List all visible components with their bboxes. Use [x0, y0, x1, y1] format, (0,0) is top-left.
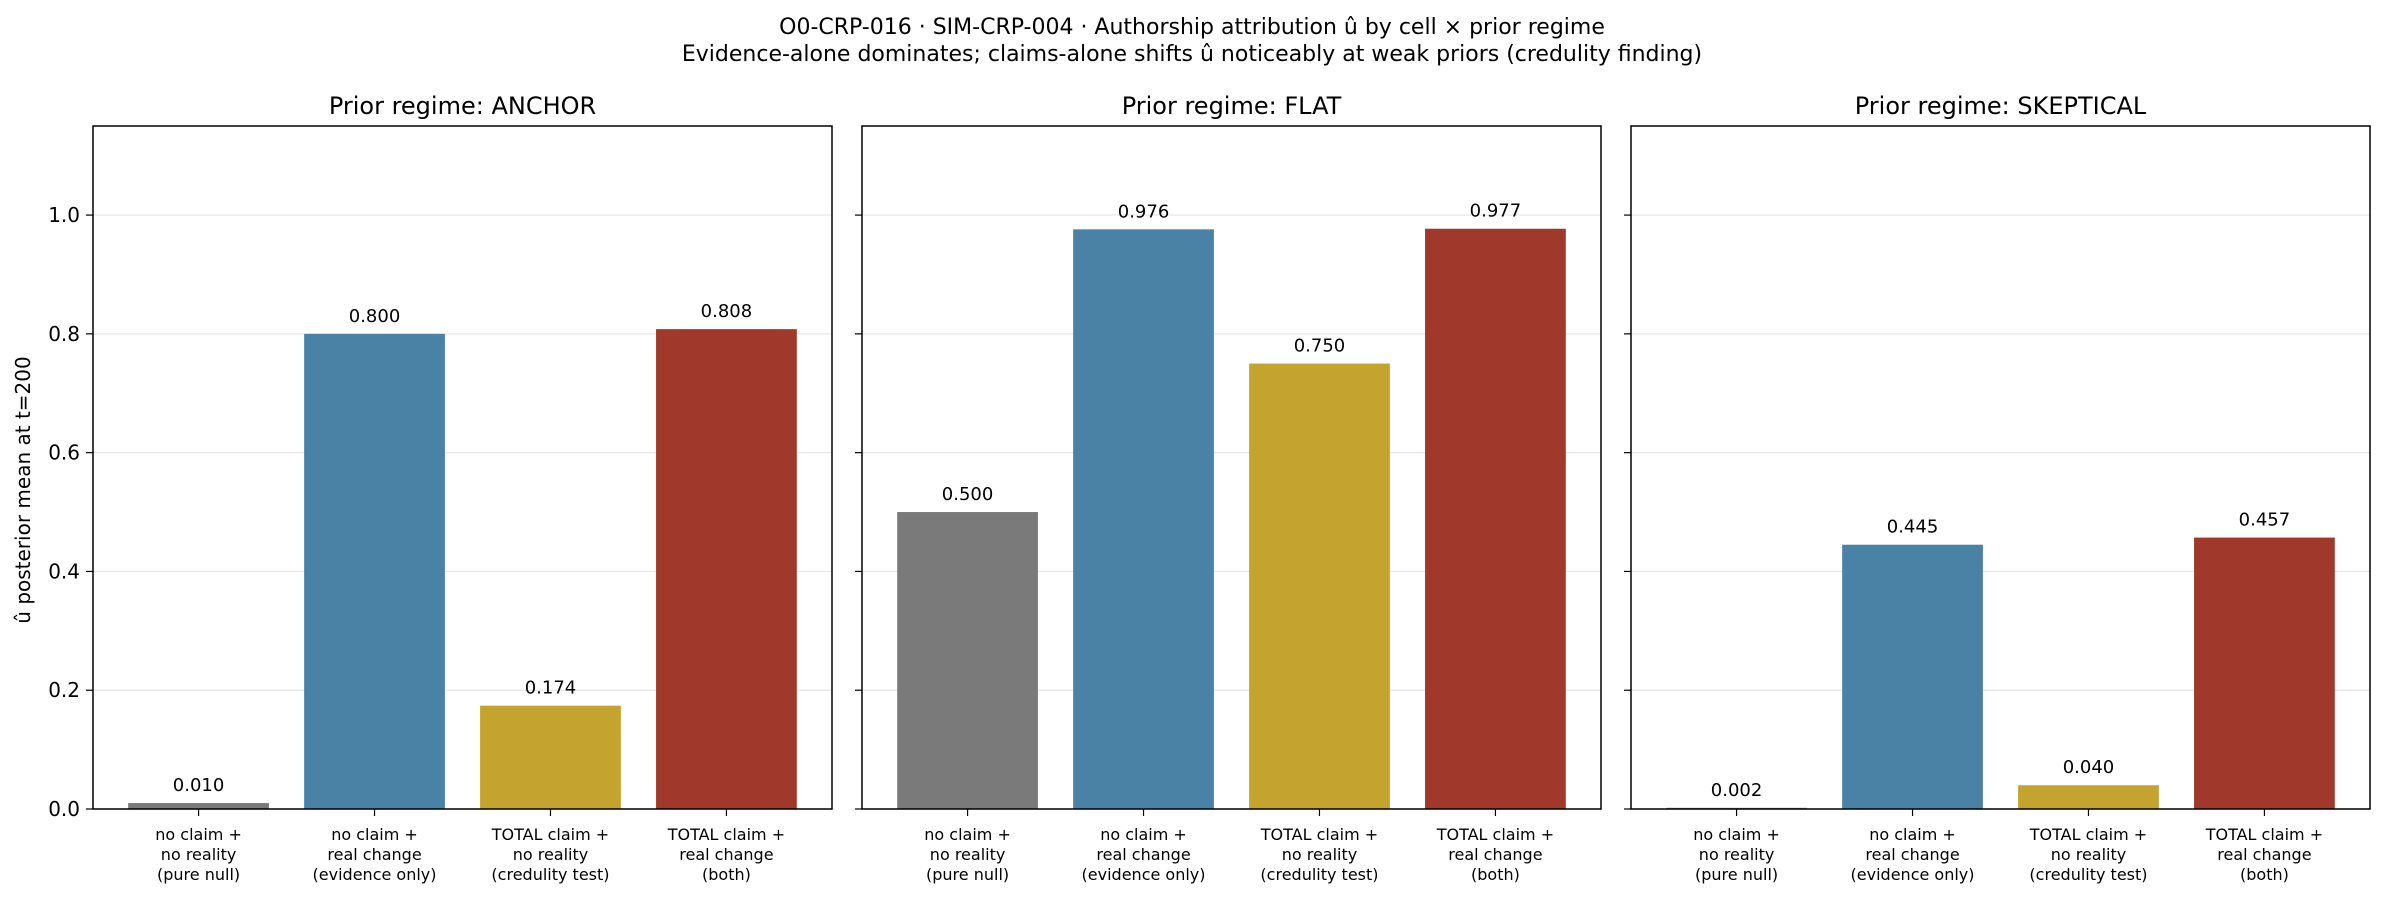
panel-frame [861, 125, 1602, 810]
y-tick-label: 0.4 [48, 559, 80, 583]
x-tick-label: no claim + [924, 825, 1011, 844]
x-tick-label: no reality [513, 845, 589, 864]
data-label: 0.976 [1118, 201, 1170, 222]
x-tick-label: no reality [161, 845, 237, 864]
data-label: 0.010 [173, 775, 225, 796]
panel-title: Prior regime: FLAT [1122, 92, 1342, 120]
y-tick-label: 0.2 [48, 678, 80, 702]
y-axis-label: û posterior mean at t=200 [11, 356, 35, 623]
panel-frame [1630, 125, 2371, 810]
y-tick-label: 0.0 [48, 797, 80, 821]
bar [656, 329, 797, 809]
x-tick-label: real change [1096, 845, 1190, 864]
bar [304, 333, 445, 809]
bar [2194, 537, 2335, 809]
y-tick-label: 0.6 [48, 441, 80, 465]
x-tick-label: (evidence only) [1851, 865, 1975, 884]
x-tick-label: (both) [1471, 865, 1520, 884]
x-tick-label: real change [679, 845, 773, 864]
bar [480, 705, 621, 809]
y-tick-label: 1.0 [48, 203, 80, 227]
x-tick-label: (credulity test) [2029, 865, 2147, 884]
x-tick-label: (pure null) [1695, 865, 1778, 884]
x-tick-label: (evidence only) [1082, 865, 1206, 884]
x-tick-label: no claim + [155, 825, 242, 844]
data-label: 0.808 [701, 301, 753, 322]
data-label: 0.800 [349, 306, 401, 327]
panel-title: Prior regime: SKEPTICAL [1855, 92, 2147, 120]
data-label: 0.457 [2239, 510, 2291, 531]
x-tick-label: no reality [2051, 845, 2127, 864]
x-tick-label: no claim + [1693, 825, 1780, 844]
data-label: 0.750 [1294, 336, 1346, 357]
panel-frame [92, 125, 833, 810]
x-tick-label: no claim + [1869, 825, 1956, 844]
x-tick-label: no reality [930, 845, 1006, 864]
data-label: 0.500 [942, 484, 994, 505]
chart-subtitle: Evidence-alone dominates; claims-alone s… [682, 42, 1702, 67]
bar [1073, 229, 1214, 809]
x-tick-label: no claim + [1100, 825, 1187, 844]
panel-title: Prior regime: ANCHOR [329, 92, 596, 120]
chart-suptitle: O0-CRP-016 · SIM-CRP-004 · Authorship at… [779, 15, 1605, 40]
x-tick-label: TOTAL claim + [2205, 825, 2323, 844]
x-tick-label: no reality [1282, 845, 1358, 864]
x-tick-label: no claim + [331, 825, 418, 844]
data-label: 0.174 [525, 678, 577, 699]
bar [128, 803, 269, 809]
x-tick-label: TOTAL claim + [491, 825, 609, 844]
data-label: 0.977 [1470, 201, 1522, 222]
x-tick-label: real change [327, 845, 421, 864]
data-label: 0.040 [2063, 757, 2115, 778]
bar [1842, 544, 1983, 809]
bar [897, 512, 1038, 809]
x-tick-label: real change [1865, 845, 1959, 864]
x-tick-label: (credulity test) [1260, 865, 1378, 884]
x-tick-label: TOTAL claim + [1436, 825, 1554, 844]
x-tick-label: (pure null) [926, 865, 1009, 884]
x-tick-label: TOTAL claim + [2029, 825, 2147, 844]
x-tick-label: TOTAL claim + [667, 825, 785, 844]
bar [2018, 785, 2159, 809]
x-tick-label: (pure null) [157, 865, 240, 884]
x-tick-label: (evidence only) [313, 865, 437, 884]
data-label: 0.002 [1711, 780, 1763, 801]
x-tick-label: (both) [702, 865, 751, 884]
x-tick-label: TOTAL claim + [1260, 825, 1378, 844]
bar [1425, 228, 1566, 810]
x-tick-label: real change [1448, 845, 1542, 864]
x-tick-label: (credulity test) [491, 865, 609, 884]
bar [1249, 363, 1390, 809]
x-tick-label: (both) [2240, 865, 2289, 884]
x-tick-label: no reality [1699, 845, 1775, 864]
y-tick-label: 0.8 [48, 322, 80, 346]
data-label: 0.445 [1887, 517, 1939, 538]
x-tick-label: real change [2217, 845, 2311, 864]
